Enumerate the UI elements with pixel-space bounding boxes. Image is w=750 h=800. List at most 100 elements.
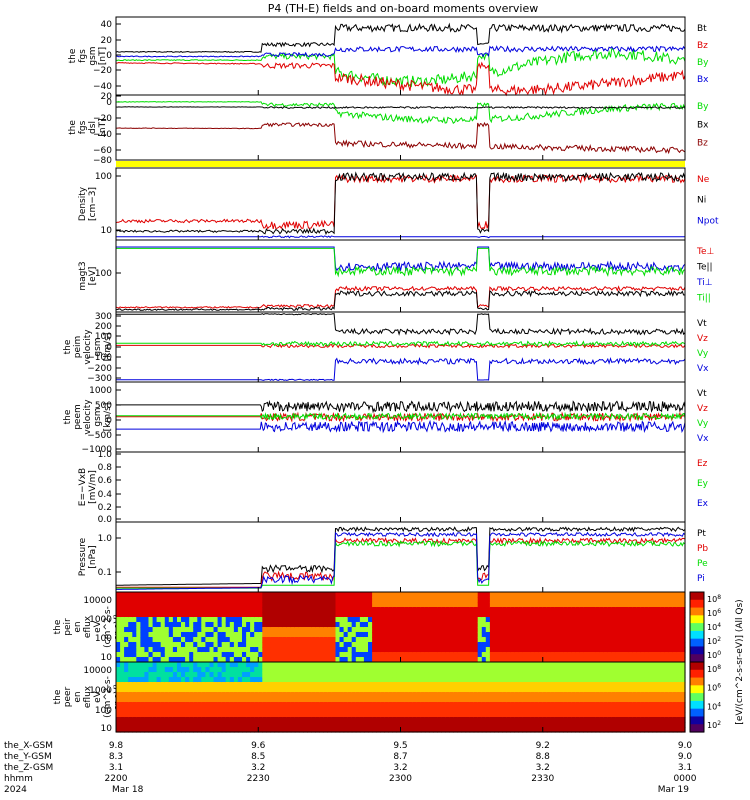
heatmap-cell (587, 607, 593, 613)
heatmap-cell (168, 707, 174, 713)
heatmap-cell (676, 592, 682, 598)
heatmap-cell (437, 632, 442, 638)
heatmap-cell (355, 727, 361, 733)
heatmap-cell (286, 647, 292, 653)
heatmap-cell (144, 712, 150, 718)
heatmap-cell (644, 652, 650, 658)
heatmap-cell (624, 697, 629, 703)
heatmap-cell (664, 637, 670, 643)
heatmap-cell (315, 682, 320, 688)
heatmap-cell (599, 637, 605, 643)
heatmap-cell (278, 697, 284, 703)
heatmap-cell (376, 667, 381, 673)
heatmap-cell (567, 692, 572, 698)
heatmap-cell (343, 722, 349, 728)
heatmap-cell (437, 602, 442, 608)
heatmap-cell (311, 617, 316, 623)
heatmap-cell (266, 647, 272, 653)
heatmap-cell (144, 702, 150, 708)
heatmap-cell (607, 682, 613, 688)
heatmap-cell (644, 727, 650, 733)
heatmap-cell (656, 652, 662, 658)
heatmap-cell (368, 697, 373, 703)
heatmap-cell (282, 722, 288, 728)
heatmap-cell (132, 612, 137, 618)
heatmap-cell (518, 697, 524, 703)
heatmap-cell (359, 642, 365, 648)
heatmap-cell (672, 697, 678, 703)
heatmap-cell (416, 642, 422, 648)
heatmap-cell (209, 677, 215, 683)
heatmap-cell (246, 597, 251, 603)
heatmap-cell (481, 712, 487, 718)
heatmap-cell (254, 632, 259, 638)
heatmap-cell (363, 727, 369, 733)
heatmap-cell (680, 672, 686, 678)
heatmap-cell (404, 722, 410, 728)
panel-frame (115, 239, 686, 313)
yellow-status-bar (116, 161, 685, 167)
heatmap-cell (506, 657, 511, 663)
heatmap-cell (567, 722, 572, 728)
heatmap-cell (433, 612, 438, 618)
heatmap-cell (331, 612, 337, 618)
heatmap-cell (611, 717, 617, 723)
heatmap-cell (575, 622, 580, 628)
heatmap-cell (185, 692, 190, 698)
heatmap-cell (298, 682, 304, 688)
heatmap-cell (664, 702, 670, 708)
heatmap-cell (282, 607, 288, 613)
heatmap-cell (229, 707, 235, 713)
heatmap-cell (575, 717, 580, 723)
heatmap-cell (534, 617, 540, 623)
heatmap-cell (335, 657, 341, 663)
heatmap-cell (640, 687, 645, 693)
heatmap-cell (201, 667, 206, 673)
heatmap-cell (522, 717, 528, 723)
heatmap-cell (660, 717, 666, 723)
heatmap-cell (221, 727, 227, 733)
heatmap-cell (449, 602, 454, 608)
heatmap-cell (237, 607, 243, 613)
heatmap-cell (542, 697, 548, 703)
heatmap-cell (416, 677, 422, 683)
heatmap-cell (615, 652, 621, 658)
heatmap-cell (485, 677, 491, 683)
heatmap-cell (420, 697, 426, 703)
heatmap-cell (355, 622, 361, 628)
heatmap-cell (579, 682, 584, 688)
heatmap-cell (534, 602, 540, 608)
heatmap-cell (620, 717, 625, 723)
heatmap-cell (156, 702, 162, 708)
heatmap-cell (315, 712, 320, 718)
legend-Ti⊥: Ti⊥ (696, 278, 713, 288)
heatmap-cell (518, 702, 524, 708)
heatmap-cell (416, 622, 422, 628)
heatmap-cell (294, 707, 300, 713)
heatmap-cell (140, 592, 146, 598)
heatmap-cell (648, 722, 654, 728)
heatmap-cell (217, 702, 223, 708)
heatmap-cell (628, 672, 633, 678)
heatmap-cell (233, 657, 239, 663)
heatmap-cell (392, 707, 398, 713)
heatmap-cell (587, 647, 593, 653)
heatmap-cell (233, 627, 239, 633)
heatmap-cell (445, 592, 450, 598)
heatmap-cell (514, 632, 519, 638)
heatmap-cell (193, 632, 198, 638)
heatmap-cell (550, 602, 556, 608)
heatmap-cell (262, 607, 267, 613)
heatmap-cell (644, 637, 650, 643)
heatmap-cell (640, 617, 645, 623)
colorbar-tick-exp: 4 (717, 622, 721, 629)
heatmap-cell (347, 692, 353, 698)
heatmap-cell (530, 667, 536, 673)
heatmap-cell (664, 622, 670, 628)
heatmap-cell (412, 637, 418, 643)
heatmap-cell (615, 697, 621, 703)
heatmap-cell (282, 697, 288, 703)
heatmap-cell (506, 712, 511, 718)
heatmap-cell (197, 682, 202, 688)
heatmap-cell (494, 612, 499, 618)
